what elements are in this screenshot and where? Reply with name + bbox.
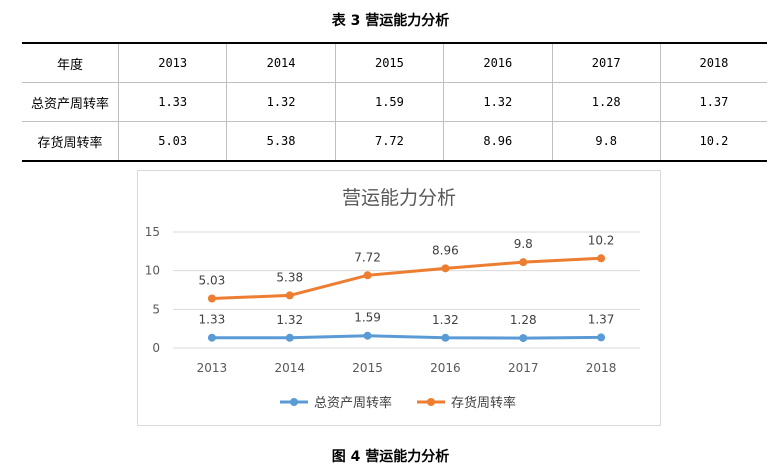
table-caption: 表 3 营运能力分析 <box>331 13 450 29</box>
y-tick-label: 0 <box>152 341 160 355</box>
table-cell: 5.38 <box>226 121 336 162</box>
table-cell: 1.37 <box>659 82 767 122</box>
legend-marker <box>427 398 435 406</box>
data-point <box>285 333 294 342</box>
x-axis-ticks: 2013 2014 2015 2016 2017 2018 <box>197 361 617 375</box>
x-tick-label: 2018 <box>586 361 617 375</box>
data-label: 7.72 <box>354 250 381 264</box>
y-axis-ticks: 0 5 10 15 <box>145 225 160 355</box>
table-cell: 1.32 <box>226 82 336 122</box>
y-tick-label: 5 <box>152 302 160 316</box>
series-line-2 <box>211 256 602 301</box>
line-chart: 营运能力分析 0 5 10 15 2013 2014 2015 2016 2017 2018 1… <box>137 170 661 426</box>
row-label: 总资产周转率 <box>22 82 119 122</box>
series-lines <box>207 254 606 343</box>
figure-caption: 图 4 营运能力分析 <box>331 449 450 465</box>
x-tick-label: 2016 <box>430 361 461 375</box>
data-label: 9.8 <box>514 237 533 251</box>
header-cell: 2014 <box>226 42 336 83</box>
table-cell: 9.8 <box>551 121 661 162</box>
y-tick-label: 15 <box>145 225 160 239</box>
legend: 总资产周转率 存货周转率 <box>280 395 516 411</box>
data-point <box>207 294 216 303</box>
data-label: 10.2 <box>588 233 615 247</box>
table-row: 总资产周转率 1.33 1.32 1.59 1.32 1.28 1.37 <box>22 82 767 122</box>
data-label: 5.03 <box>199 274 226 288</box>
header-cell: 年度 <box>22 42 119 83</box>
data-label: 1.59 <box>354 311 381 325</box>
data-point <box>363 331 372 340</box>
header-cell: 2015 <box>334 42 445 83</box>
table-cell: 8.96 <box>443 121 553 162</box>
data-label: 1.32 <box>432 313 459 327</box>
header-cell: 2017 <box>551 42 661 83</box>
series-line-1 <box>211 334 602 340</box>
table-cell: 10.2 <box>659 121 767 162</box>
row-label: 存货周转率 <box>22 121 119 162</box>
data-point <box>441 333 450 342</box>
legend-label: 存货周转率 <box>451 395 516 411</box>
data-point <box>597 254 606 263</box>
data-labels: 1.33 1.32 1.59 1.32 1.28 1.37 5.03 5.38 7.72 8.96… <box>199 233 615 327</box>
legend-marker <box>290 398 298 406</box>
data-label: 1.37 <box>588 312 615 326</box>
table-cell: 1.28 <box>551 82 661 122</box>
data-point <box>285 291 294 300</box>
table-cell: 5.03 <box>117 121 228 162</box>
data-label: 1.33 <box>199 313 226 327</box>
header-cell: 2013 <box>117 42 228 83</box>
y-tick-label: 10 <box>145 264 160 278</box>
data-label: 5.38 <box>276 270 303 284</box>
table-cell: 1.32 <box>443 82 553 122</box>
data-point <box>519 258 528 267</box>
table-cell: 1.59 <box>334 82 445 122</box>
table-cell: 7.72 <box>334 121 445 162</box>
table-header-row: 年度 2013 2014 2015 2016 2017 2018 <box>22 42 767 83</box>
data-table: 年度 2013 2014 2015 2016 2017 2018 总资产周转率 … <box>22 42 767 162</box>
data-point <box>207 333 216 342</box>
data-label: 8.96 <box>432 243 459 257</box>
data-label: 1.28 <box>510 313 537 327</box>
legend-label: 总资产周转率 <box>314 395 392 411</box>
data-point <box>597 333 606 342</box>
data-point <box>519 334 528 343</box>
x-tick-label: 2014 <box>274 361 305 375</box>
table-cell: 1.33 <box>117 82 228 122</box>
header-cell: 2018 <box>659 42 767 83</box>
header-cell: 2016 <box>443 42 553 83</box>
data-point <box>363 271 372 280</box>
data-label: 1.32 <box>276 313 303 327</box>
table-row: 存货周转率 5.03 5.38 7.72 8.96 9.8 10.2 <box>22 121 767 162</box>
chart-title: 营运能力分析 <box>342 187 456 209</box>
x-tick-label: 2013 <box>197 361 228 375</box>
x-tick-label: 2017 <box>508 361 539 375</box>
x-tick-label: 2015 <box>352 361 383 375</box>
data-point <box>441 264 450 273</box>
